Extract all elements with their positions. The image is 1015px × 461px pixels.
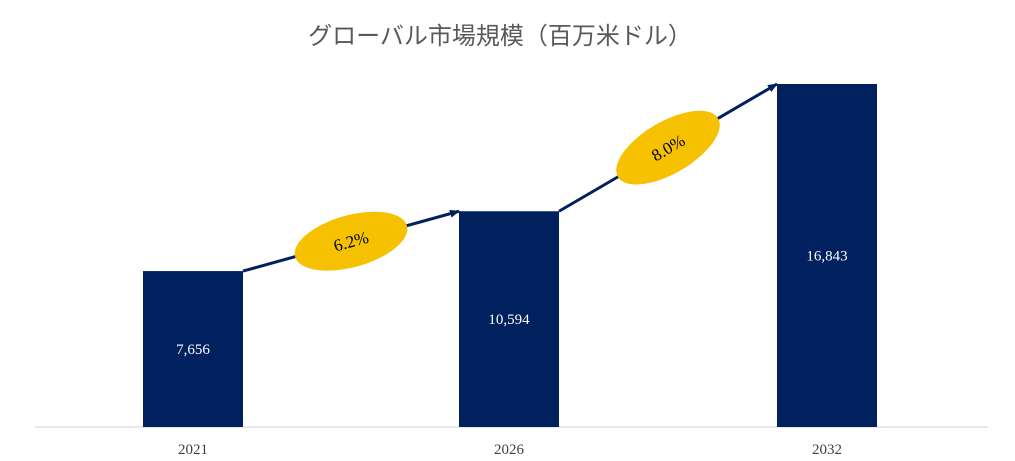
growth-badges: 6.2%8.0% bbox=[294, 110, 720, 271]
x-axis-ticks: 2021 2026 2032 bbox=[178, 442, 842, 458]
x-tick-label: 2026 bbox=[494, 442, 525, 458]
bar-value-label: 16,843 bbox=[806, 249, 847, 265]
growth-badge bbox=[616, 110, 720, 185]
bar-value-label: 10,594 bbox=[488, 312, 530, 328]
bar-2026 bbox=[459, 211, 559, 427]
bar-2021 bbox=[143, 271, 243, 427]
growth-badge bbox=[294, 211, 408, 271]
bar-value-label: 7,656 bbox=[176, 342, 210, 358]
bar-2032 bbox=[777, 84, 877, 427]
chart-title: グローバル市場規模（百万米ドル） bbox=[308, 22, 692, 50]
bars: 7,656 10,594 16,843 bbox=[143, 84, 877, 427]
x-tick-label: 2021 bbox=[178, 442, 208, 458]
x-tick-label: 2032 bbox=[812, 442, 842, 458]
